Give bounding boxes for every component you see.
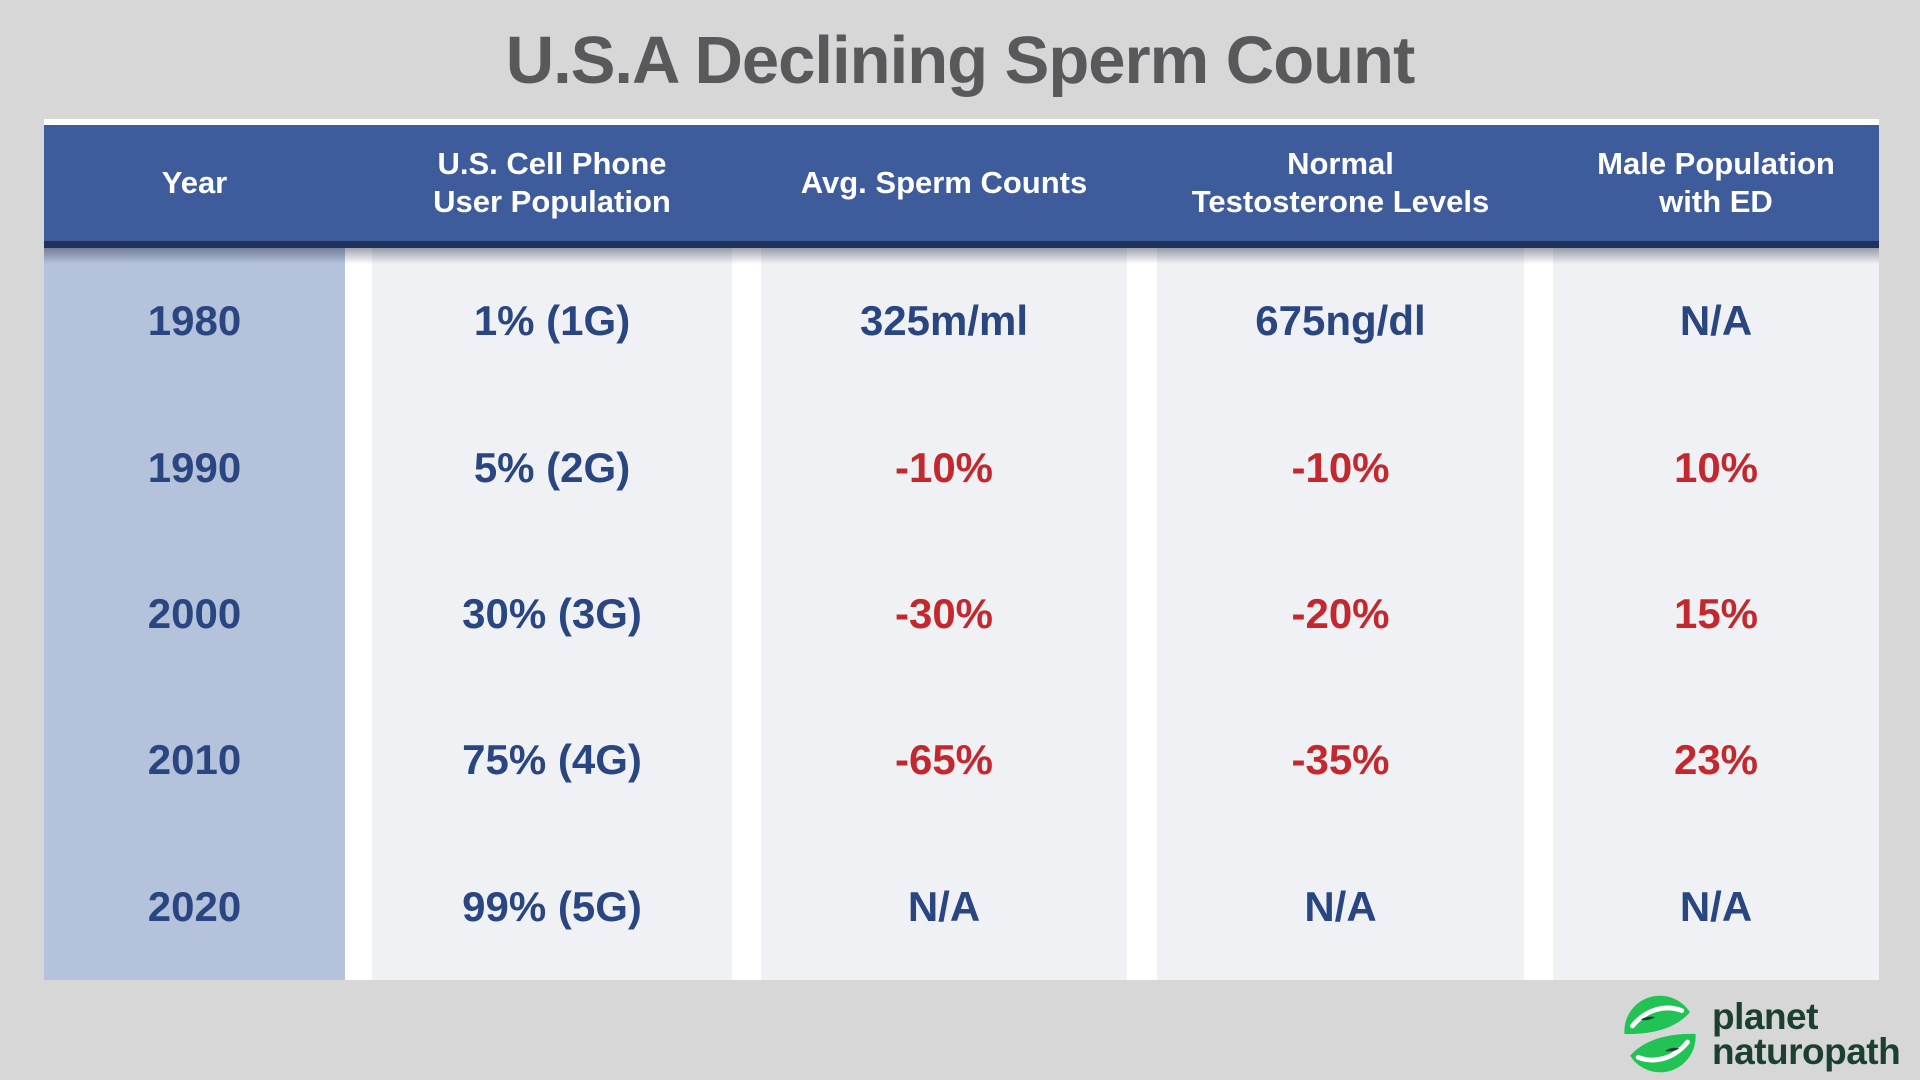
- year-cell: 2010: [44, 687, 345, 834]
- table-cell: 99% (5G): [372, 833, 732, 980]
- table-cell: 675ng/dl: [1157, 248, 1524, 395]
- table-cell: -10%: [1157, 394, 1524, 541]
- page-title: U.S.A Declining Sperm Count: [505, 23, 1416, 98]
- logo-wordmark: planet naturopath: [1712, 996, 1901, 1072]
- table-cell: N/A: [761, 833, 1127, 980]
- column-header-testosterone: Normal Testosterone Levels: [1157, 125, 1524, 241]
- column-header-label: Normal: [1287, 146, 1394, 181]
- table-cell: 10%: [1553, 394, 1879, 541]
- column-header-label: User Population: [433, 184, 671, 219]
- data-table: Year U.S. Cell Phone User Population Avg…: [44, 119, 1879, 980]
- column-header-label: Avg. Sperm Counts: [800, 165, 1088, 200]
- year-cell: 1980: [44, 248, 345, 395]
- column-header-sperm-counts: Avg. Sperm Counts: [761, 125, 1127, 241]
- table-cell: N/A: [1157, 833, 1524, 980]
- logo-word-planet: planet: [1712, 996, 1818, 1037]
- table-cell: 1% (1G): [372, 248, 732, 395]
- column-header-label: Testosterone Levels: [1191, 184, 1490, 219]
- planet-naturopath-logo: planet naturopath: [1618, 992, 1901, 1076]
- table-header-row: Year U.S. Cell Phone User Population Avg…: [44, 119, 1879, 248]
- table-cell: 5% (2G): [372, 394, 732, 541]
- table-cell: N/A: [1553, 248, 1879, 395]
- column-header-label: Male Population: [1597, 146, 1835, 181]
- table-cell: 75% (4G): [372, 687, 732, 834]
- column-header-label: U.S. Cell Phone: [437, 146, 667, 181]
- table-cell: 325m/ml: [761, 248, 1127, 395]
- year-cell: 2020: [44, 833, 345, 980]
- table-cell: 15%: [1553, 540, 1879, 688]
- table-cell: -20%: [1157, 540, 1524, 688]
- column-header-label: Year: [161, 165, 228, 200]
- table-cell: -35%: [1157, 687, 1524, 834]
- planet-naturopath-icon: [1624, 995, 1696, 1073]
- column-header-label: with ED: [1659, 184, 1773, 219]
- column-header-cell-phone-users: U.S. Cell Phone User Population: [372, 125, 732, 241]
- table-cell: -10%: [761, 394, 1127, 541]
- logo-word-naturopath: naturopath: [1712, 1031, 1901, 1072]
- year-cell: 2000: [44, 540, 345, 688]
- year-cell: 1990: [44, 394, 345, 541]
- table-cell: N/A: [1553, 833, 1879, 980]
- table-cell: -65%: [761, 687, 1127, 834]
- table-cell: 30% (3G): [372, 540, 732, 688]
- table-body: 1980 1% (1G) 325m/ml 675ng/dl N/A 1990 5…: [44, 248, 1879, 980]
- table-cell: -30%: [761, 540, 1127, 688]
- table-cell: 23%: [1553, 687, 1879, 834]
- column-header-year: Year: [44, 125, 345, 241]
- column-header-ed: Male Population with ED: [1553, 125, 1879, 241]
